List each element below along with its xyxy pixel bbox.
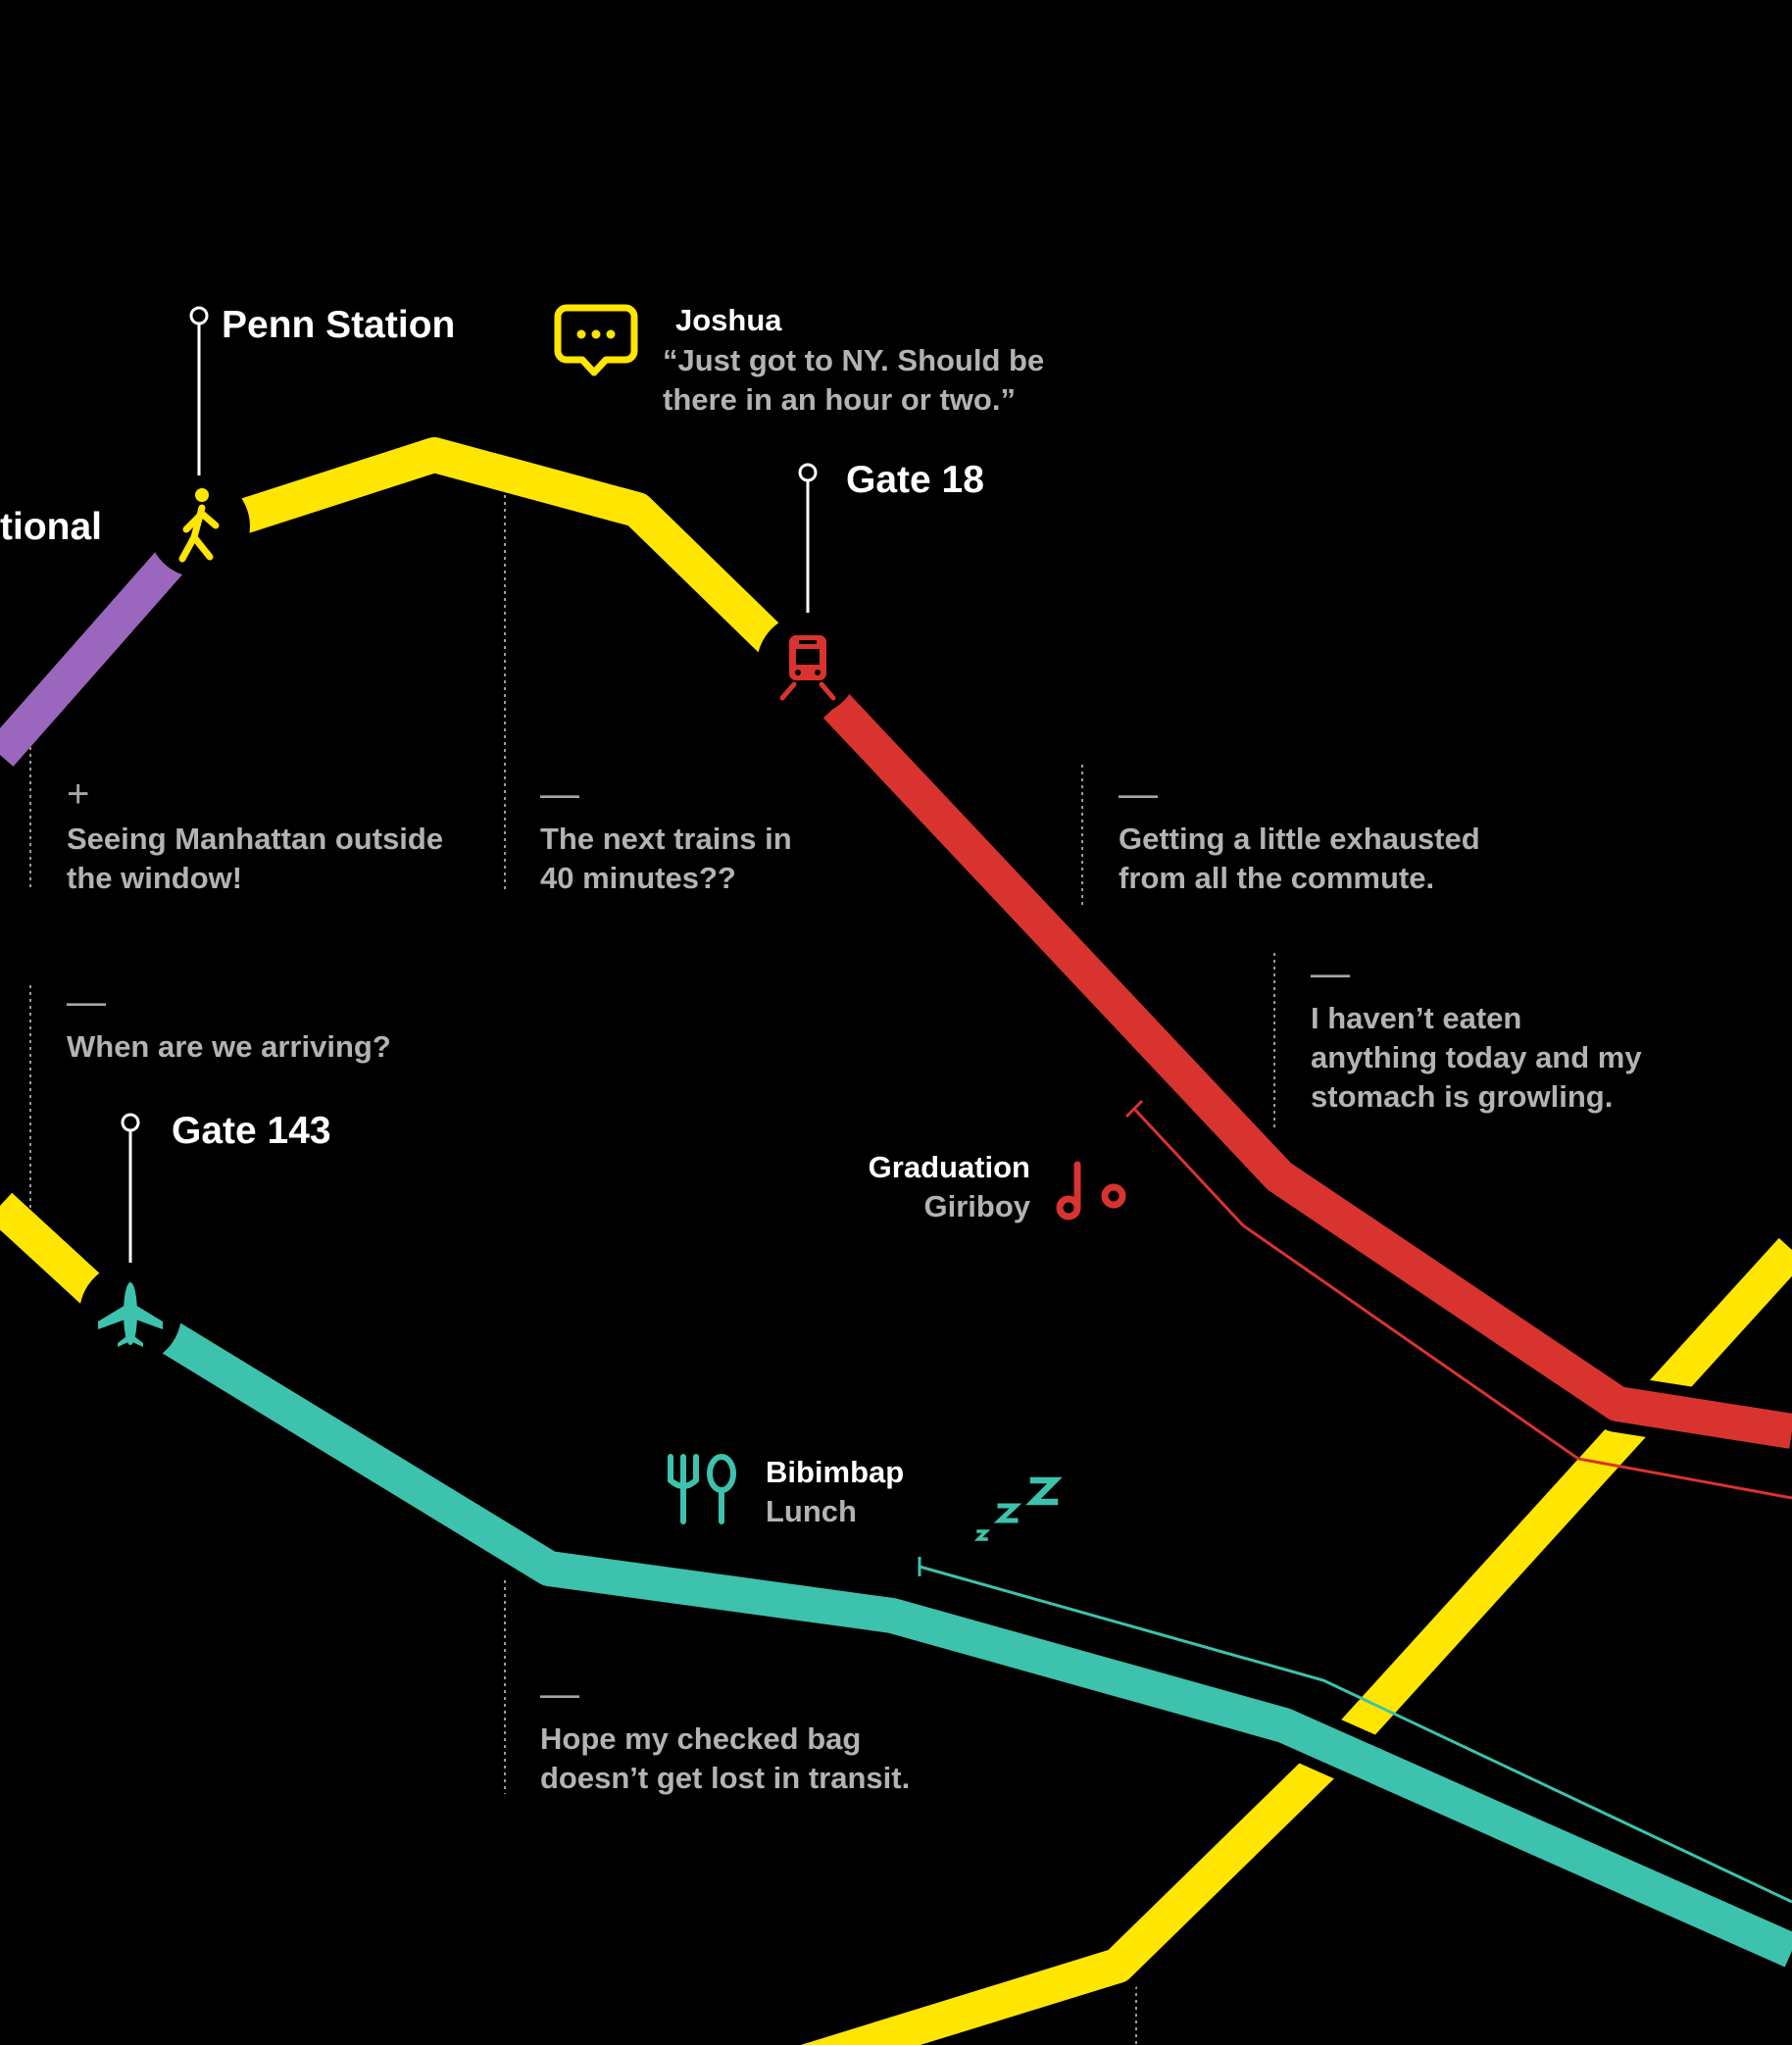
diary-note: Getting a little exhausted from all the … (1119, 822, 1480, 895)
stop-label-gate-143: Gate 143 (172, 1110, 331, 1152)
airplane-icon (79, 1263, 181, 1365)
song-title: Graduation (868, 1150, 1030, 1184)
walking-person-icon (148, 475, 250, 577)
pin-head (121, 1113, 140, 1132)
meal-dish: Bibimbap (766, 1455, 905, 1489)
red-progress-line (1132, 1107, 1792, 1500)
mood-indicator: — (1119, 773, 1158, 816)
diary-note: The next trains in 40 minutes?? (540, 822, 792, 895)
mood-indicator: — (540, 1672, 579, 1716)
stop-label-gate-18: Gate 18 (846, 459, 984, 501)
diary-note: Seeing Manhattan outside the window! (67, 822, 444, 895)
stop-label-partial: tional (0, 506, 102, 548)
pin-head (798, 463, 818, 482)
mood-indicator: — (67, 980, 106, 1023)
diary-note: When are we arriving? (67, 1029, 391, 1064)
red-progress-tick (1124, 1099, 1144, 1119)
sleep-zzz-icon (973, 1476, 1063, 1541)
fork-spoon-icon (668, 1454, 736, 1524)
red-route (822, 693, 1792, 1449)
message-text: “Just got to NY. Should be there in an h… (663, 343, 1045, 417)
diary-note: I haven’t eaten anything today and my st… (1311, 1001, 1642, 1114)
music-note-icon (1056, 1161, 1126, 1221)
mood-indicator: — (1311, 952, 1350, 995)
chat-bubble-icon (554, 304, 638, 376)
pin-head (189, 306, 209, 325)
train-icon (757, 614, 859, 716)
meal-type: Lunch (766, 1494, 857, 1528)
stop-label-penn-station: Penn Station (222, 304, 456, 346)
mood-indicator: + (67, 773, 90, 816)
mood-indicator: — (540, 773, 579, 816)
song-artist: Giriboy (923, 1189, 1030, 1223)
diary-note: Hope my checked bag doesn’t get lost in … (540, 1721, 911, 1795)
yellow-route-lower (800, 1237, 1792, 2045)
teal-progress-line (919, 1565, 1792, 1904)
message-sender: Joshua (675, 303, 782, 337)
teal-route (157, 1320, 1792, 1968)
timeline-dividers (29, 495, 1275, 2045)
station-pins (121, 306, 818, 1263)
purple-route (0, 545, 188, 767)
yellow-route-upper (222, 437, 797, 666)
yellow-route-left (0, 1192, 109, 1308)
